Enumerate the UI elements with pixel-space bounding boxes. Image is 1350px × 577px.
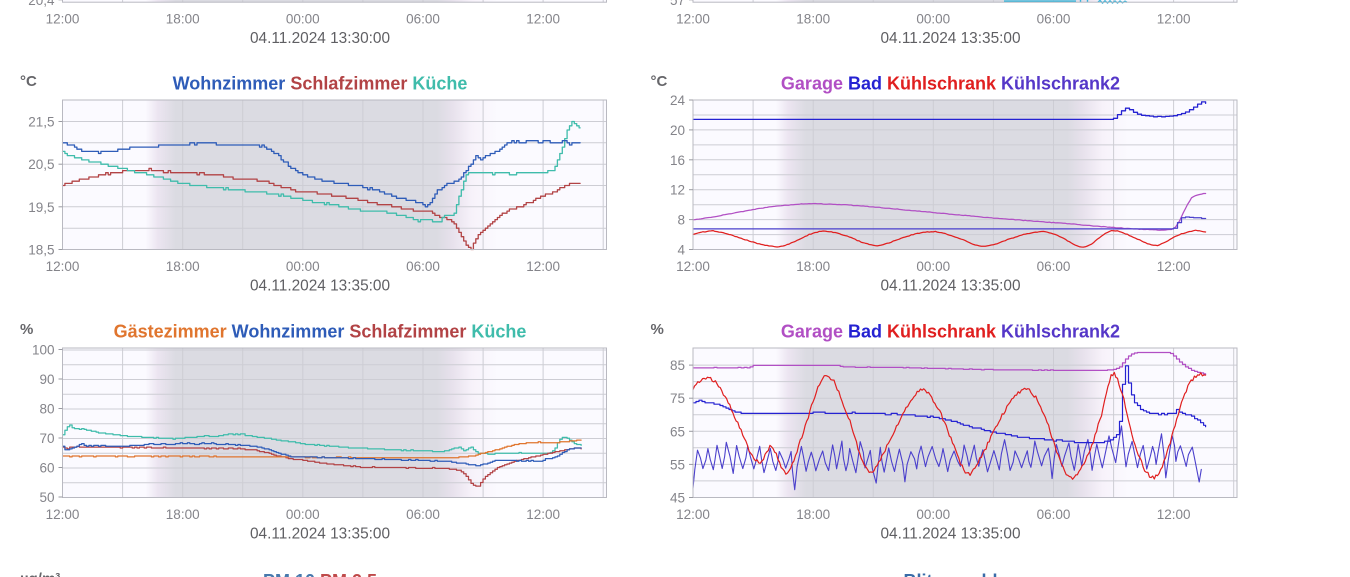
svg-text:19,5: 19,5 — [28, 200, 54, 215]
svg-text:24: 24 — [670, 93, 686, 108]
svg-text:75: 75 — [670, 391, 685, 406]
svg-text:12:00: 12:00 — [1157, 259, 1191, 274]
svg-text:12:00: 12:00 — [46, 507, 80, 522]
svg-text:12:00: 12:00 — [1157, 12, 1191, 27]
svg-text:PM 10 PM 2,5: PM 10 PM 2,5 — [263, 571, 377, 577]
svg-text:04.11.2024 13:30:00: 04.11.2024 13:30:00 — [250, 30, 390, 47]
svg-text:20: 20 — [670, 123, 685, 138]
svg-text:%: % — [651, 321, 664, 338]
svg-text:04.11.2024 13:35:00: 04.11.2024 13:35:00 — [250, 278, 390, 295]
svg-text:°C: °C — [651, 73, 668, 90]
svg-text:18:00: 18:00 — [796, 12, 830, 27]
svg-text:18:00: 18:00 — [166, 259, 200, 274]
svg-text:00:00: 00:00 — [286, 259, 320, 274]
svg-text:16: 16 — [670, 153, 685, 168]
svg-text:12:00: 12:00 — [676, 507, 710, 522]
svg-text:06:00: 06:00 — [1037, 12, 1071, 27]
svg-text:12:00: 12:00 — [526, 12, 560, 27]
svg-text:04.11.2024 13:35:00: 04.11.2024 13:35:00 — [250, 526, 390, 543]
svg-text:°C: °C — [20, 73, 37, 90]
svg-text:20,4: 20,4 — [28, 0, 55, 8]
svg-text:04.11.2024 13:35:00: 04.11.2024 13:35:00 — [880, 278, 1020, 295]
svg-text:55: 55 — [670, 457, 685, 472]
svg-text:%: % — [20, 321, 33, 338]
svg-text:80: 80 — [39, 402, 54, 417]
svg-text:Garage Bad Kühlschrank Kühlsch: Garage Bad Kühlschrank Kühlschrank2 — [781, 321, 1120, 341]
svg-text:65: 65 — [670, 424, 685, 439]
svg-text:4: 4 — [677, 243, 685, 258]
svg-text:70: 70 — [39, 431, 54, 446]
svg-text:100: 100 — [32, 343, 55, 358]
svg-text:12:00: 12:00 — [46, 259, 80, 274]
svg-text:60: 60 — [39, 461, 54, 476]
svg-text:21,5: 21,5 — [28, 115, 54, 130]
svg-text:00:00: 00:00 — [286, 12, 320, 27]
svg-text:06:00: 06:00 — [1037, 259, 1071, 274]
svg-text:Garage Bad Kühlschrank Kühlsch: Garage Bad Kühlschrank Kühlschrank2 — [781, 73, 1120, 93]
svg-text:50: 50 — [39, 490, 54, 505]
svg-text:12:00: 12:00 — [676, 12, 710, 27]
svg-text:µg/m³: µg/m³ — [20, 571, 60, 577]
svg-text:20,5: 20,5 — [28, 157, 54, 172]
svg-text:8: 8 — [677, 213, 685, 228]
svg-text:18,5: 18,5 — [28, 243, 54, 258]
svg-text:06:00: 06:00 — [406, 507, 440, 522]
svg-text:06:00: 06:00 — [1037, 507, 1071, 522]
svg-text:00:00: 00:00 — [916, 12, 950, 27]
svg-text:12:00: 12:00 — [526, 507, 560, 522]
svg-text:00:00: 00:00 — [286, 507, 320, 522]
svg-text:18:00: 18:00 — [796, 259, 830, 274]
svg-text:12:00: 12:00 — [526, 259, 560, 274]
svg-text:18:00: 18:00 — [166, 12, 200, 27]
svg-text:12:00: 12:00 — [676, 259, 710, 274]
svg-text:00:00: 00:00 — [916, 259, 950, 274]
svg-text:90: 90 — [39, 372, 54, 387]
svg-text:85: 85 — [670, 358, 685, 373]
svg-text:12:00: 12:00 — [1157, 507, 1191, 522]
svg-text:57: 57 — [670, 0, 685, 8]
svg-text:Wohnzimmer Schlafzimmer Küche: Wohnzimmer Schlafzimmer Küche — [173, 73, 468, 93]
svg-text:06:00: 06:00 — [406, 12, 440, 27]
svg-text:12: 12 — [670, 183, 685, 198]
svg-text:45: 45 — [670, 491, 685, 506]
svg-text:Blitzanzahl: Blitzanzahl — [903, 571, 997, 577]
svg-text:18:00: 18:00 — [166, 507, 200, 522]
svg-text:Gästezimmer Wohnzimmer Schlafz: Gästezimmer Wohnzimmer Schlafzimmer Küch… — [114, 321, 527, 341]
svg-text:04.11.2024 13:35:00: 04.11.2024 13:35:00 — [880, 30, 1020, 47]
svg-text:18:00: 18:00 — [796, 507, 830, 522]
svg-text:06:00: 06:00 — [406, 259, 440, 274]
svg-text:04.11.2024 13:35:00: 04.11.2024 13:35:00 — [880, 526, 1020, 543]
svg-text:12:00: 12:00 — [46, 12, 80, 27]
svg-text:00:00: 00:00 — [916, 507, 950, 522]
